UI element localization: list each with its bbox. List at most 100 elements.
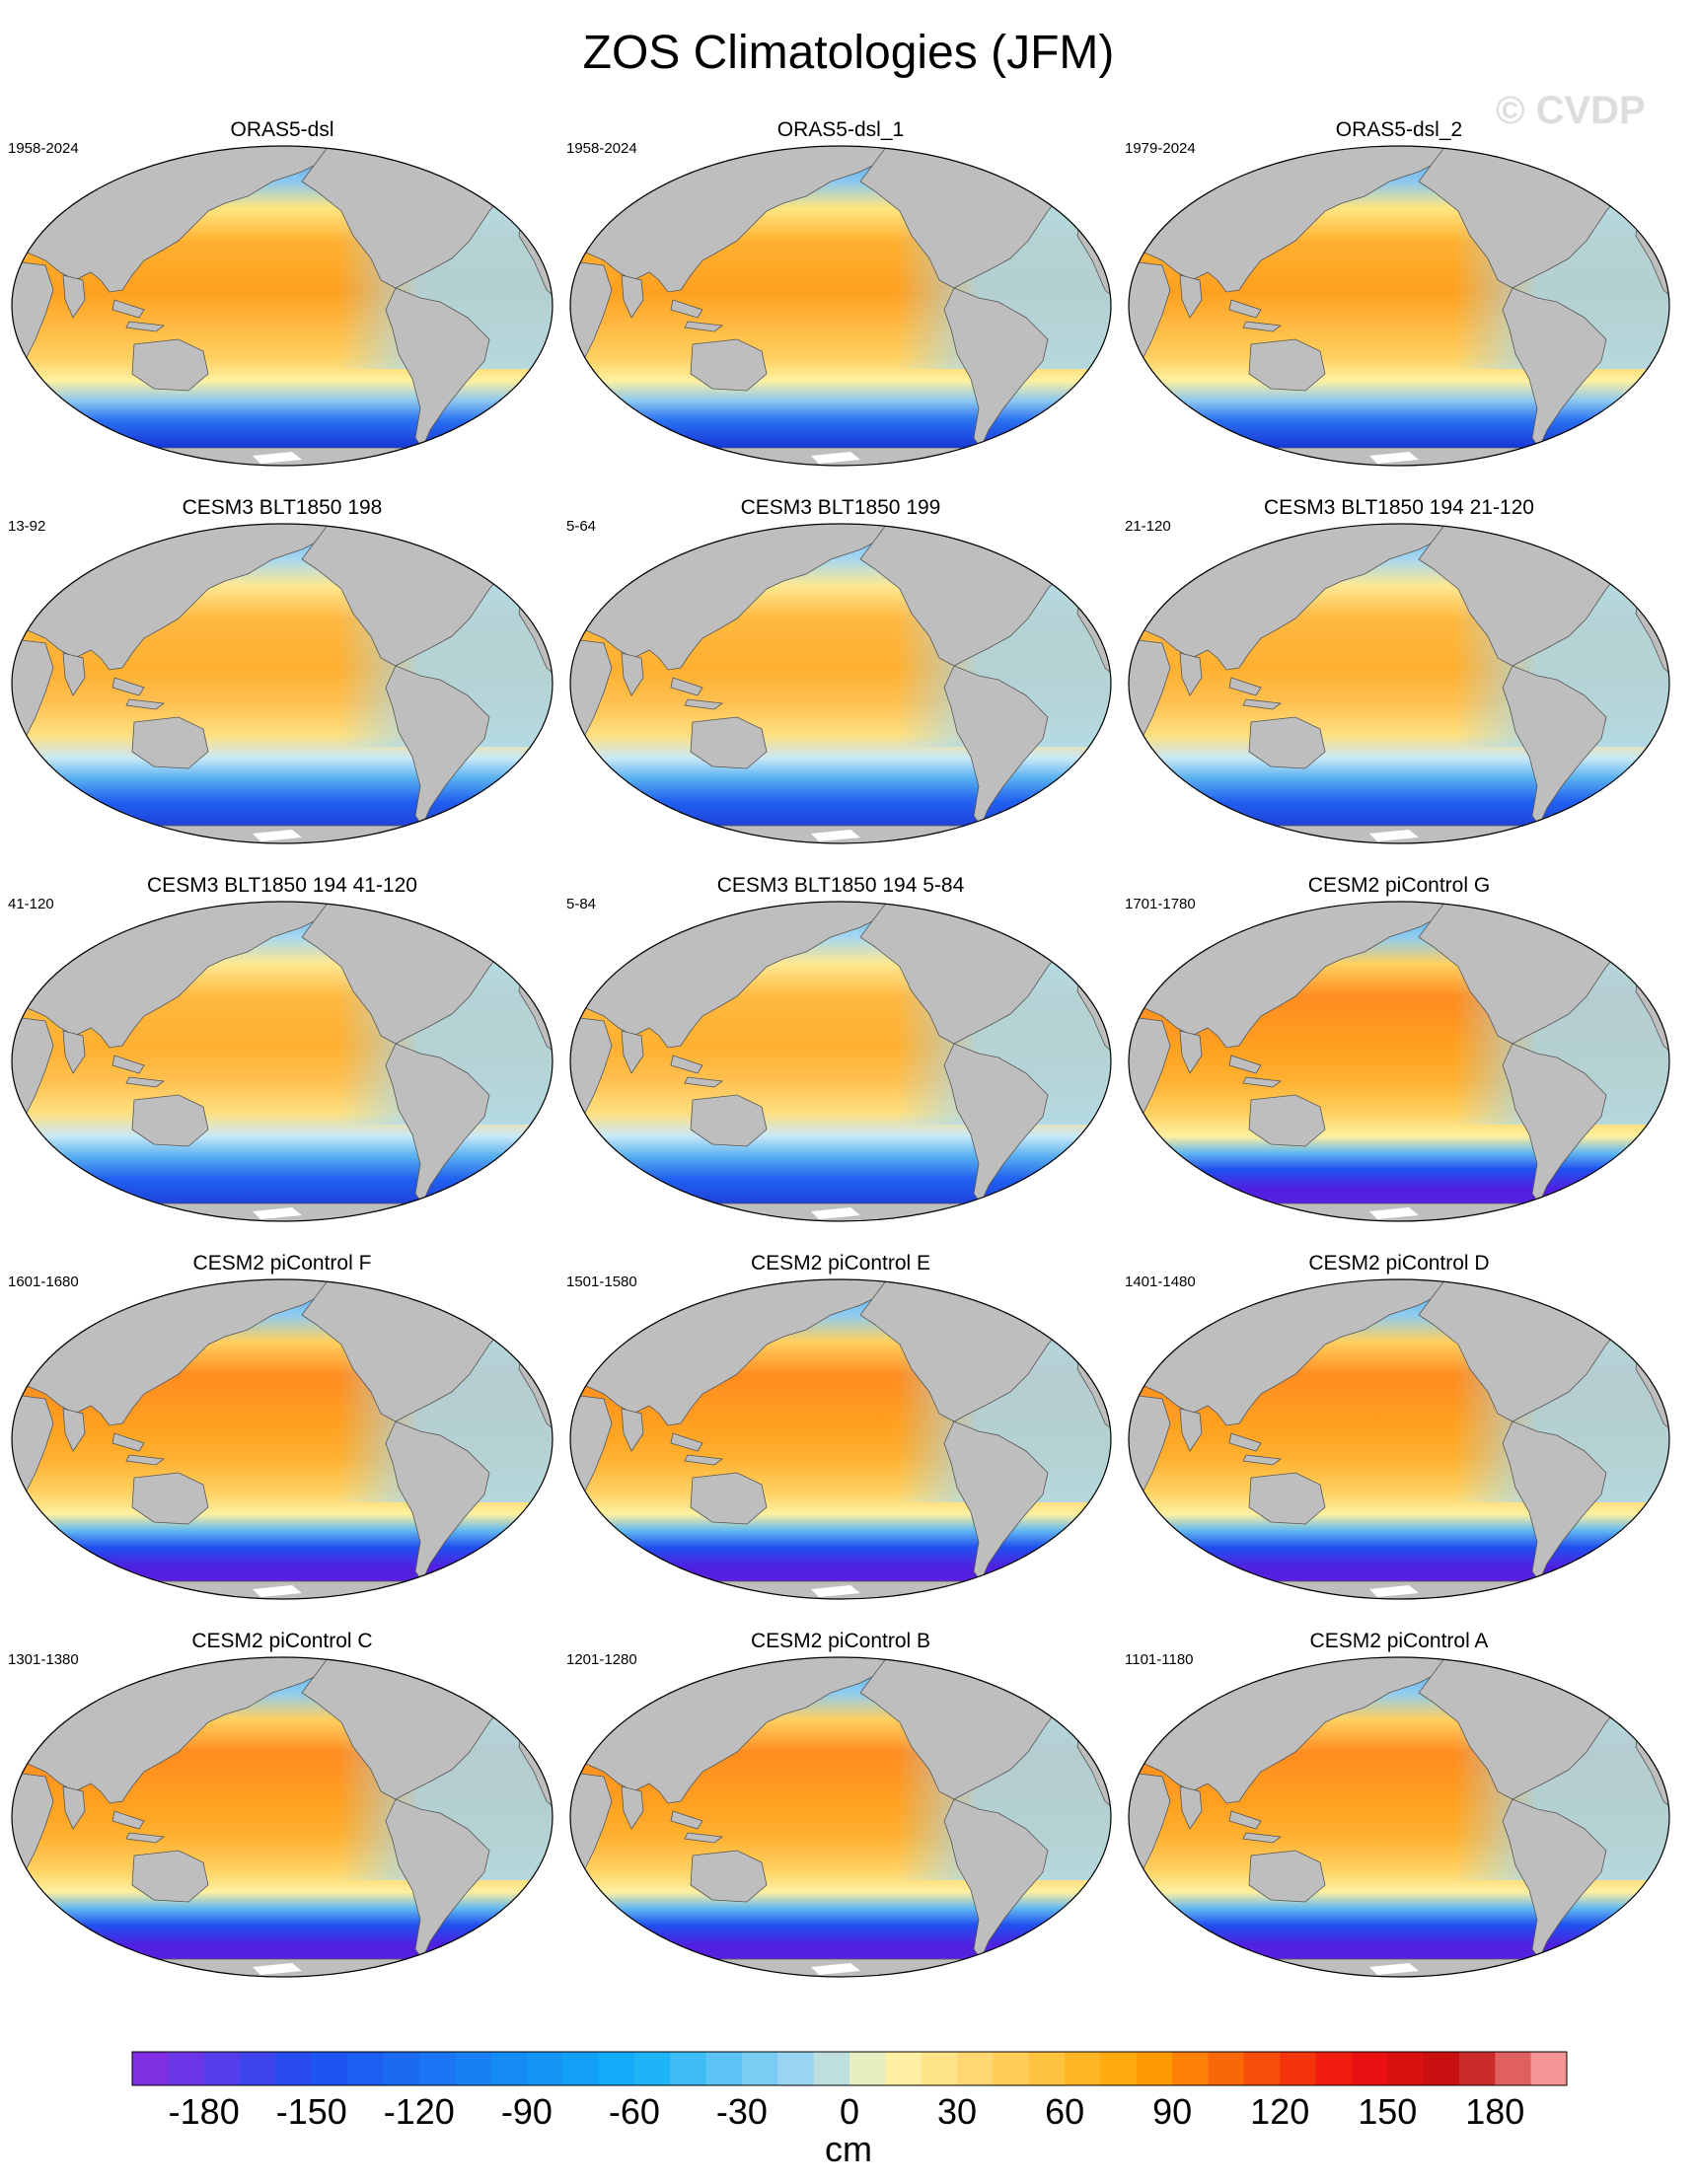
colorbar-swatch [168,2052,205,2085]
panel-period: 1301-1380 [8,1651,79,1668]
colorbar-tick-label: 0 [840,2091,859,2132]
land-mass [1556,524,1617,550]
land-mass [621,652,644,696]
panel-title: CESM2 piControl B [750,1630,931,1652]
colorbar-swatch [670,2052,707,2085]
ice-shelf [1369,1585,1419,1597]
land-mass [125,321,166,332]
map-outline [569,1656,1112,1978]
land-mass [684,698,724,710]
ice-shelf [811,830,860,841]
colorbar-swatch [1243,2052,1281,2085]
land-mass [1228,1432,1262,1452]
colorbar-swatch [490,2052,528,2085]
panel-period: 21-120 [1125,518,1171,535]
map-outline [11,1278,553,1600]
land-mass [439,1657,500,1684]
map-panel: CESM3 BLT1850 194 41-120 41-120 [6,874,558,1229]
land-mass [62,1785,86,1830]
colorbar-tick-label: 150 [1358,2091,1417,2132]
colorbar-tick-label: 60 [1045,2091,1084,2132]
land-mass [439,902,500,928]
land-mass [1556,902,1617,928]
colorbar-swatch [921,2052,958,2085]
colorbar-swatch [777,2052,815,2085]
map-panel: CESM2 piControl D 1401-1480 [1123,1252,1675,1607]
map-panel: CESM2 piControl G 1701-1780 [1123,874,1675,1229]
land-mass [1228,299,1262,319]
panel-title: CESM3 BLT1850 194 41-120 [147,874,417,897]
panel-title: CESM2 piControl F [192,1252,372,1274]
panel-title: CESM3 BLT1850 194 5-84 [716,874,965,897]
land-mass [997,524,1059,550]
ice-shelf [253,452,302,464]
land-mass [111,1055,145,1074]
land-mass [1556,146,1617,173]
ice-shelf [811,452,860,464]
world-map [1128,901,1670,1222]
panel-title: CESM2 piControl C [191,1630,373,1652]
land-mass [1179,1408,1203,1452]
panel-period: 1958-2024 [8,140,79,157]
map-panel: CESM2 piControl E 1501-1580 [564,1252,1117,1607]
map-panel: CESM2 piControl B 1201-1280 [564,1630,1117,1985]
land-mass [943,1420,1049,1582]
land-mass [690,1850,768,1903]
colorbar-swatch [347,2052,384,2085]
map-outline [569,1278,1112,1600]
panel-period: 1501-1580 [566,1274,637,1290]
panel-period: 13-92 [8,518,46,535]
map-panel: CESM3 BLT1850 199 5-64 [564,496,1117,851]
land-mass [385,287,490,449]
panel-title: CESM2 piControl E [750,1252,931,1274]
land-mass [690,716,768,769]
colorbar-swatch [132,2052,169,2085]
colorbar-swatch [813,2052,850,2085]
panel-title: ORAS5-dsl_2 [1335,118,1463,141]
ice-shelf [811,1585,860,1597]
land-mass [997,902,1059,928]
colorbar-tick-label: 120 [1250,2091,1309,2132]
land-mass [1242,321,1283,332]
land-mass [997,146,1059,173]
ice-shelf [1369,452,1419,464]
watermark-logo: © CVDP [1496,89,1646,132]
ice-shelf [1369,1207,1419,1219]
ice-shelf [253,1207,302,1219]
land-mass [125,1832,166,1844]
land-mass [690,1472,768,1525]
panel-title: CESM3 BLT1850 199 [740,496,941,519]
colorbar-swatch [418,2052,456,2085]
colorbar-tick-label: -60 [609,2091,660,2132]
map-panel: ORAS5-dsl_2 1979-2024 [1123,118,1675,473]
land-mass [670,299,703,319]
world-map [1128,1656,1670,1978]
land-mass [111,1432,145,1452]
map-panel: ORAS5-dsl_1 1958-2024 [564,118,1117,473]
land-mass [62,1030,86,1074]
panel-period: 1979-2024 [1125,140,1196,157]
colorbar-swatch [741,2052,778,2085]
colorbar-swatch [633,2052,671,2085]
land-mass [385,1798,490,1960]
map-outline [569,523,1112,844]
world-map [569,145,1112,467]
map-panel: CESM2 piControl C 1301-1380 [6,1630,558,1985]
map-panel: ORAS5-dsl 1958-2024 [6,118,558,473]
land-mass [1179,1785,1203,1830]
colorbar-unit-label: cm [825,2129,872,2169]
land-mass [1502,287,1607,449]
panel-title: CESM3 BLT1850 198 [182,496,383,519]
colorbar-swatch [562,2052,600,2085]
world-map [1128,1278,1670,1600]
colorbar-swatch [1172,2052,1209,2085]
colorbar-swatch [275,2052,313,2085]
colorbar-swatch [203,2052,241,2085]
land-mass [62,652,86,696]
land-mass [439,524,500,550]
world-map [11,1656,553,1978]
colorbar-swatch [1136,2052,1173,2085]
map-outline [569,901,1112,1222]
map-outline [11,901,553,1222]
map-panel: CESM3 BLT1850 198 13-92 [6,496,558,851]
